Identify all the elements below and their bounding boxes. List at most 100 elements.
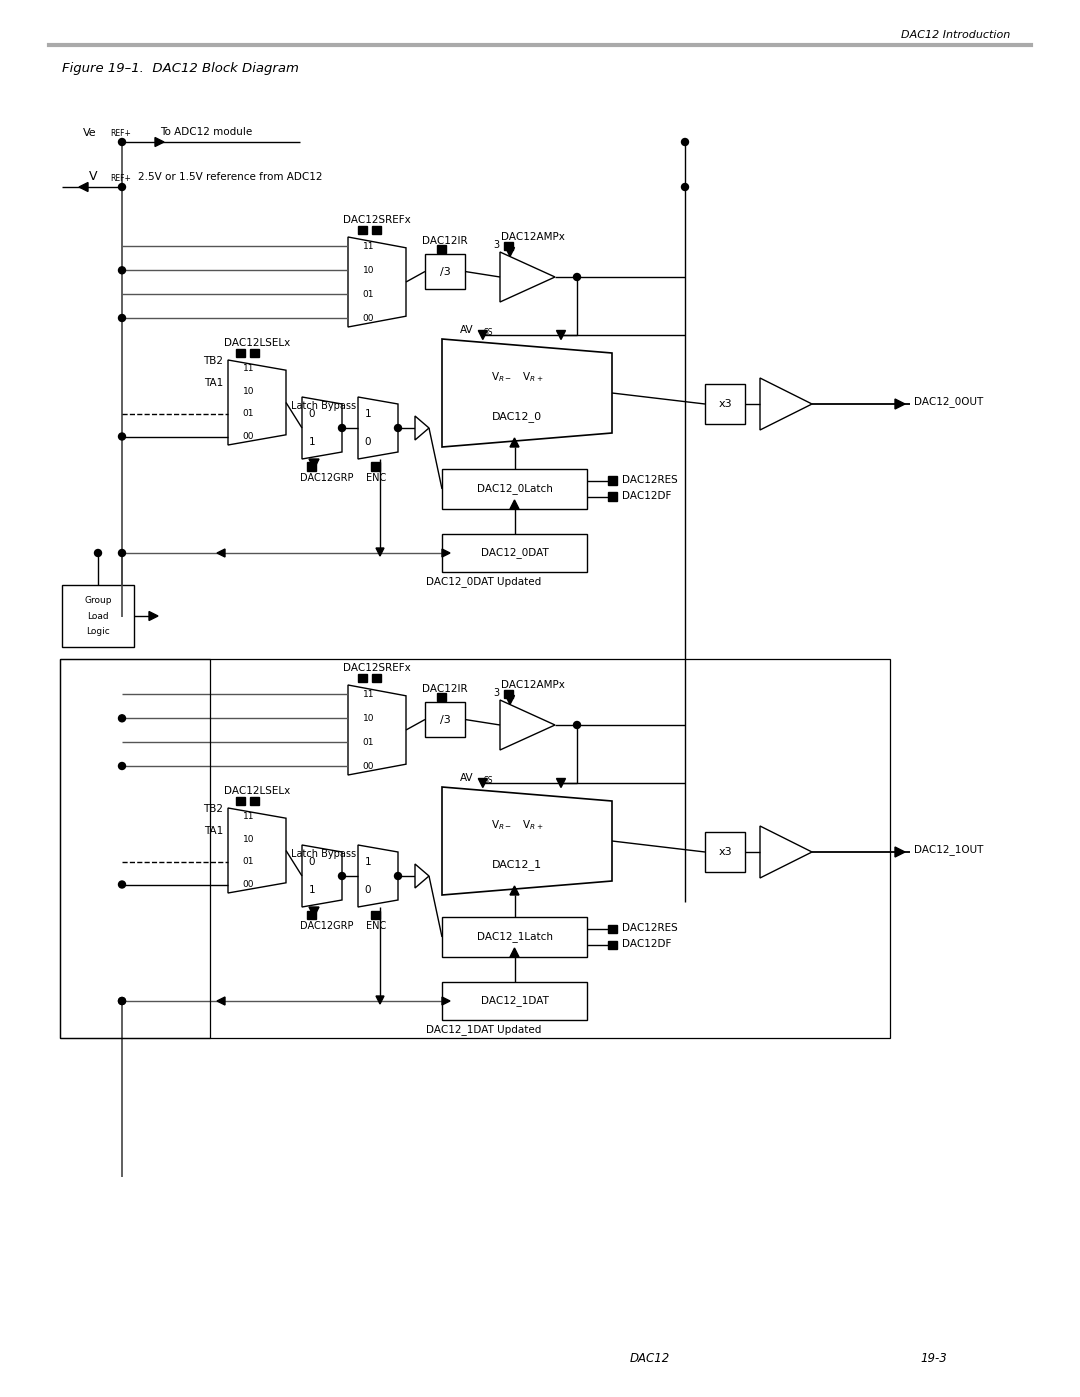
Text: Load: Load bbox=[87, 612, 109, 620]
Circle shape bbox=[119, 267, 125, 274]
Text: DAC12AMPx: DAC12AMPx bbox=[500, 232, 565, 242]
Polygon shape bbox=[442, 339, 612, 447]
Polygon shape bbox=[442, 787, 612, 895]
Circle shape bbox=[119, 715, 125, 722]
Text: 01: 01 bbox=[363, 738, 374, 746]
Text: DAC12IR: DAC12IR bbox=[422, 236, 468, 246]
Polygon shape bbox=[510, 500, 519, 509]
Bar bbox=[608, 925, 617, 933]
Text: TB2: TB2 bbox=[203, 355, 222, 366]
Text: Ve: Ve bbox=[83, 129, 97, 138]
Circle shape bbox=[119, 549, 125, 556]
Text: REF+: REF+ bbox=[110, 129, 131, 138]
Bar bbox=[249, 348, 258, 358]
Polygon shape bbox=[228, 807, 286, 893]
Circle shape bbox=[573, 274, 581, 281]
Text: DAC12_0OUT: DAC12_0OUT bbox=[914, 397, 983, 408]
Text: TA1: TA1 bbox=[204, 379, 222, 388]
Text: /3: /3 bbox=[440, 714, 450, 725]
Polygon shape bbox=[302, 845, 342, 907]
Bar bbox=[372, 462, 379, 471]
Text: DAC12_1OUT: DAC12_1OUT bbox=[914, 845, 984, 855]
Text: 00: 00 bbox=[243, 432, 254, 441]
Text: DAC12_1DAT Updated: DAC12_1DAT Updated bbox=[426, 1024, 541, 1035]
Circle shape bbox=[119, 433, 125, 440]
Polygon shape bbox=[500, 251, 555, 302]
Polygon shape bbox=[217, 997, 225, 1004]
Text: DAC12SREFx: DAC12SREFx bbox=[343, 664, 410, 673]
Polygon shape bbox=[442, 997, 450, 1004]
FancyBboxPatch shape bbox=[442, 534, 588, 571]
Polygon shape bbox=[505, 696, 514, 704]
Text: ENC: ENC bbox=[366, 474, 387, 483]
Polygon shape bbox=[348, 237, 406, 327]
Polygon shape bbox=[376, 996, 384, 1004]
Text: DAC12AMPx: DAC12AMPx bbox=[500, 680, 565, 690]
FancyBboxPatch shape bbox=[426, 703, 465, 738]
Text: 1: 1 bbox=[365, 856, 372, 866]
Text: 0: 0 bbox=[309, 409, 315, 419]
Polygon shape bbox=[442, 549, 450, 557]
Text: ENC: ENC bbox=[366, 921, 387, 930]
Bar bbox=[357, 225, 366, 235]
Polygon shape bbox=[760, 379, 812, 430]
Polygon shape bbox=[217, 549, 225, 557]
Text: x3: x3 bbox=[718, 847, 732, 856]
Text: DAC12_1Latch: DAC12_1Latch bbox=[476, 932, 553, 943]
Polygon shape bbox=[556, 778, 566, 788]
Text: DAC12DF: DAC12DF bbox=[622, 490, 672, 502]
Text: 0: 0 bbox=[309, 856, 315, 866]
Polygon shape bbox=[79, 183, 87, 191]
Bar bbox=[437, 244, 446, 253]
Circle shape bbox=[119, 183, 125, 190]
Bar bbox=[372, 911, 379, 919]
Text: 01: 01 bbox=[363, 289, 374, 299]
Text: 11: 11 bbox=[363, 690, 374, 698]
Text: 19-3: 19-3 bbox=[920, 1352, 947, 1365]
Text: DAC12SREFx: DAC12SREFx bbox=[343, 215, 410, 225]
Circle shape bbox=[119, 997, 125, 1004]
Text: 10: 10 bbox=[363, 265, 374, 274]
Bar bbox=[249, 796, 258, 805]
Polygon shape bbox=[556, 331, 566, 339]
Text: 10: 10 bbox=[243, 387, 254, 395]
Polygon shape bbox=[478, 331, 487, 339]
Text: 00: 00 bbox=[243, 880, 254, 888]
Bar bbox=[357, 673, 366, 682]
FancyBboxPatch shape bbox=[442, 916, 588, 957]
Bar bbox=[307, 462, 315, 471]
Text: DAC12RES: DAC12RES bbox=[622, 475, 678, 485]
FancyBboxPatch shape bbox=[426, 254, 465, 289]
Text: DAC12_0DAT: DAC12_0DAT bbox=[481, 548, 549, 559]
Text: TB2: TB2 bbox=[203, 803, 222, 813]
Polygon shape bbox=[228, 360, 286, 446]
Bar bbox=[608, 940, 617, 949]
Text: DAC12LSELx: DAC12LSELx bbox=[224, 787, 291, 796]
Polygon shape bbox=[505, 247, 514, 257]
FancyBboxPatch shape bbox=[705, 833, 745, 872]
Bar bbox=[372, 225, 380, 235]
Text: x3: x3 bbox=[718, 400, 732, 409]
Circle shape bbox=[394, 873, 402, 880]
Polygon shape bbox=[895, 847, 905, 856]
Text: 1: 1 bbox=[365, 409, 372, 419]
Text: Latch Bypass: Latch Bypass bbox=[291, 848, 356, 859]
FancyBboxPatch shape bbox=[442, 469, 588, 509]
Text: 2.5V or 1.5V reference from ADC12: 2.5V or 1.5V reference from ADC12 bbox=[138, 172, 323, 182]
Text: 11: 11 bbox=[363, 242, 374, 250]
Bar bbox=[237, 348, 244, 358]
Polygon shape bbox=[302, 397, 342, 460]
Text: Latch Bypass: Latch Bypass bbox=[291, 401, 356, 411]
Polygon shape bbox=[478, 778, 487, 788]
FancyBboxPatch shape bbox=[705, 384, 745, 425]
FancyBboxPatch shape bbox=[62, 585, 134, 647]
Polygon shape bbox=[149, 612, 158, 620]
Text: 3: 3 bbox=[492, 687, 499, 698]
Text: 1: 1 bbox=[309, 437, 315, 447]
Text: SS: SS bbox=[484, 775, 494, 785]
Circle shape bbox=[119, 997, 125, 1004]
Text: DAC12_0: DAC12_0 bbox=[491, 411, 542, 422]
Text: DAC12RES: DAC12RES bbox=[622, 923, 678, 933]
Polygon shape bbox=[760, 826, 812, 877]
Text: V: V bbox=[89, 170, 97, 183]
